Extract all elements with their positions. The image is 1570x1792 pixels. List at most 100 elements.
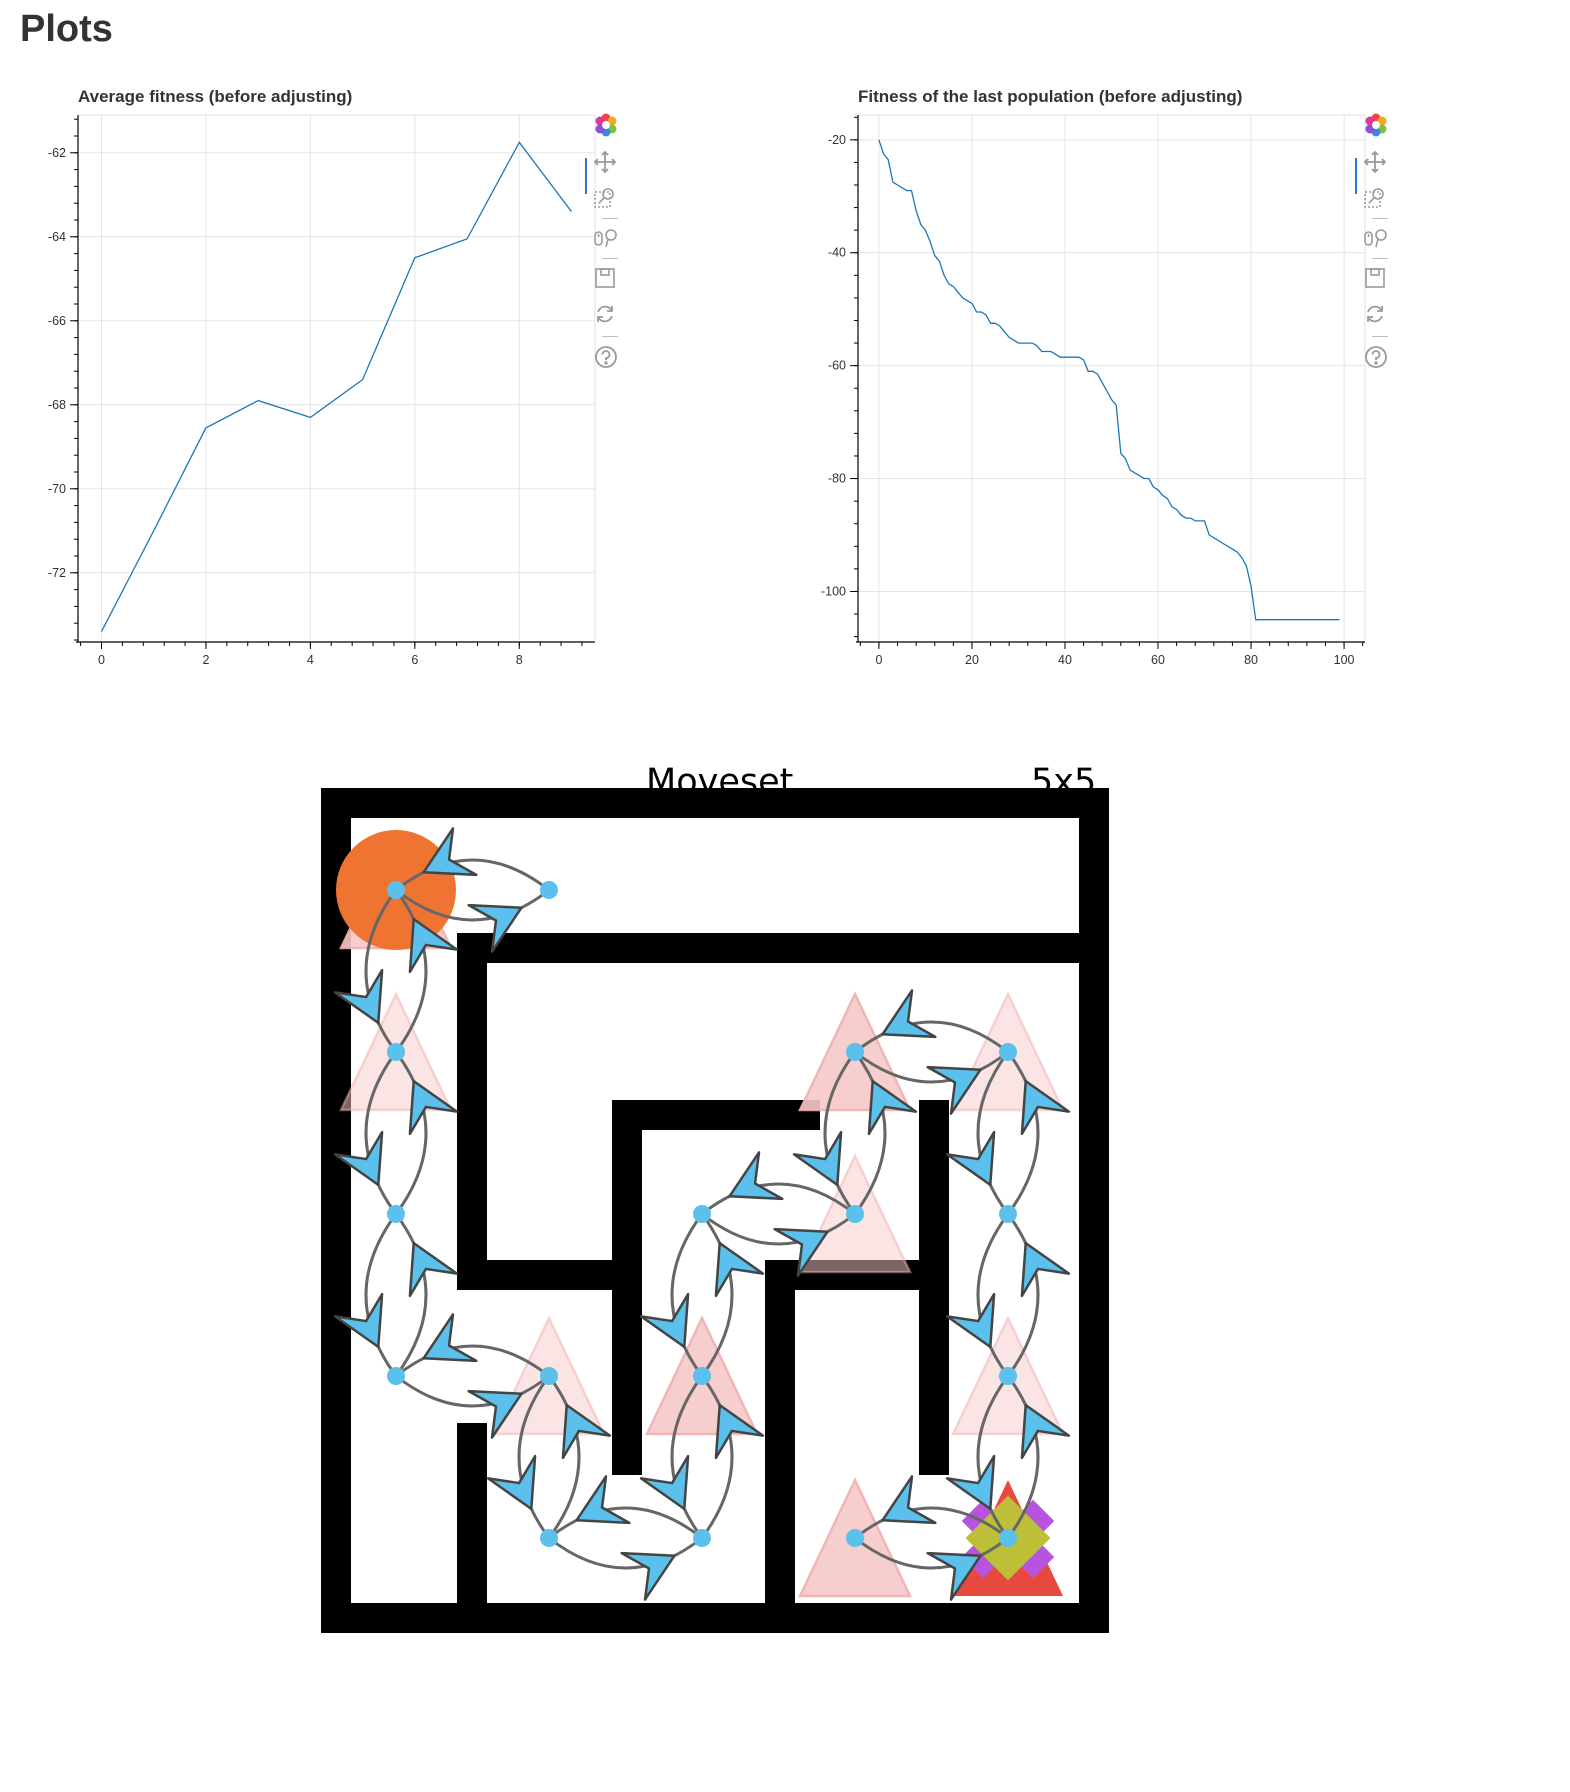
reset-icon[interactable] (593, 302, 629, 332)
x-tick-label: 80 (1244, 653, 1258, 667)
arrowhead (881, 1475, 937, 1525)
y-tick-label: -72 (48, 566, 66, 580)
move-edge (854, 1020, 1009, 1054)
move-nodes (387, 881, 1017, 1547)
arrowhead (714, 1403, 765, 1460)
bokeh-logo-icon[interactable] (593, 112, 629, 142)
arrowhead (422, 827, 478, 877)
move-edge (1006, 1051, 1040, 1215)
chart-body: 0 2 4 6 8 -62 -64 -66 -68 -70 -72 (48, 114, 596, 667)
y-tick-label: -66 (48, 314, 66, 328)
move-node (999, 1367, 1017, 1385)
move-edges (333, 827, 1071, 1601)
box-zoom-icon[interactable] (1363, 186, 1399, 216)
arrowhead (575, 1475, 631, 1525)
move-edge (976, 1051, 1010, 1215)
arrowhead (561, 1403, 612, 1460)
move-edge (394, 889, 428, 1053)
move-edge (700, 1213, 734, 1377)
x-tick-label: 40 (1058, 653, 1072, 667)
reset-icon[interactable] (1363, 302, 1399, 332)
arrowhead (408, 1241, 459, 1298)
arrowhead (792, 1130, 843, 1187)
move-edge (548, 1536, 703, 1570)
move-edge (395, 858, 550, 892)
bokeh-logo-icon[interactable] (1363, 112, 1399, 142)
move-edge (517, 1375, 551, 1539)
wheel-zoom-icon[interactable] (1363, 226, 1399, 256)
chart-title: Average fitness (before adjusting) (78, 87, 352, 106)
arrowhead (945, 1130, 996, 1187)
y-tick-label: -80 (828, 472, 846, 486)
arrowhead (926, 1551, 982, 1601)
move-edge (823, 1051, 857, 1215)
arrowhead (486, 1454, 537, 1511)
move-edge (976, 1213, 1010, 1377)
arrowhead (333, 1292, 384, 1349)
x-tick-label: 20 (965, 653, 979, 667)
plot-last-population-fitness: Fitness of the last population (before a… (821, 80, 1560, 690)
move-edge (364, 1213, 398, 1377)
move-node (846, 1043, 864, 1061)
help-icon[interactable] (1363, 344, 1399, 374)
x-tick-label: 8 (516, 653, 523, 667)
move-node (846, 1205, 864, 1223)
y-tick-label: -62 (48, 146, 66, 160)
y-tick-label: -20 (828, 133, 846, 147)
arrowhead (408, 917, 459, 974)
move-edge (1006, 1213, 1040, 1377)
arrowhead (1020, 1079, 1071, 1136)
move-edge (854, 1506, 1009, 1540)
toolbar-separator (602, 336, 618, 337)
y-tick-label: -60 (828, 359, 846, 373)
arrowhead (945, 1454, 996, 1511)
pan-icon[interactable] (1363, 150, 1399, 180)
move-node (387, 1043, 405, 1061)
maze-figure: Moveset 5x5 (320, 750, 1120, 1650)
move-edge (395, 888, 550, 922)
move-edge (670, 1213, 704, 1377)
arrowhead (773, 1227, 829, 1277)
arrowhead (467, 903, 523, 953)
move-node (999, 1043, 1017, 1061)
x-tick-label: 4 (307, 653, 314, 667)
series-line (100, 141, 573, 632)
last-population-fitness-chart[interactable]: Fitness of the last population (before a… (821, 80, 1440, 690)
arrowhead (620, 1551, 676, 1601)
series-line (878, 139, 1340, 621)
move-edge (853, 1051, 887, 1215)
move-edge (700, 1375, 734, 1539)
move-edge (364, 1051, 398, 1215)
box-zoom-icon[interactable] (593, 186, 629, 216)
move-node (999, 1529, 1017, 1547)
y-tick-label: -68 (48, 398, 66, 412)
save-icon[interactable] (1363, 266, 1399, 296)
pan-icon[interactable] (593, 150, 629, 180)
move-edge (548, 1506, 703, 1540)
move-edge (547, 1375, 581, 1539)
maze-walls (321, 788, 1109, 1633)
move-node (693, 1367, 711, 1385)
wheel-zoom-icon[interactable] (593, 226, 629, 256)
active-tool-indicator (585, 158, 587, 194)
page-title: Plots (20, 8, 113, 50)
y-tick-label: -100 (821, 584, 846, 598)
save-icon[interactable] (593, 266, 629, 296)
arrowhead (881, 989, 937, 1039)
toolbar-separator (1372, 336, 1388, 337)
help-icon[interactable] (593, 344, 629, 374)
average-fitness-chart[interactable]: Average fitness (before adjusting) 0 2 4 6 8… (48, 80, 660, 690)
move-edge (394, 1051, 428, 1215)
chart-title: Fitness of the last population (before a… (858, 87, 1242, 106)
active-tool-indicator (1355, 158, 1357, 194)
y-tick-label: -70 (48, 482, 66, 496)
move-edge (670, 1375, 704, 1539)
move-node (387, 1367, 405, 1385)
arrowhead (639, 1292, 690, 1349)
arrowhead (333, 968, 384, 1025)
arrowhead (945, 1292, 996, 1349)
move-node (540, 1367, 558, 1385)
arrowhead (1020, 1403, 1071, 1460)
move-node (540, 1529, 558, 1547)
move-edge (701, 1212, 856, 1246)
